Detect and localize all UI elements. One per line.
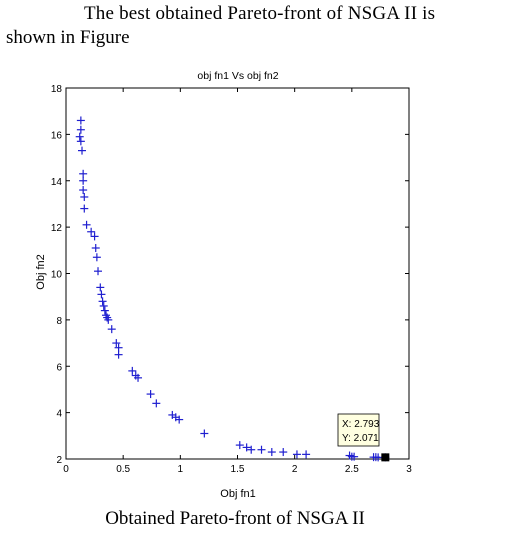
y-tick-label: 10 [51,270,63,281]
data-point [75,132,84,141]
data-point [104,315,113,324]
data-point [79,169,88,178]
figure-caption: Obtained Pareto-front of NSGA II [105,508,365,529]
data-point [99,301,108,310]
x-tick-label: 1 [178,464,184,475]
data-point [92,253,101,262]
data-point [87,227,96,236]
y-tick-label: 2 [56,455,62,466]
data-point [114,343,123,352]
data-point [292,450,301,459]
data-tip-y: Y: 2.071 [342,433,379,444]
data-point [152,399,161,408]
y-tick-label: 16 [51,130,63,141]
data-point [76,137,85,146]
data-point [114,350,123,359]
data-point [98,297,107,306]
data-point [200,429,209,438]
y-tick-label: 12 [51,223,63,234]
data-point [96,283,105,292]
data-tip-x: X: 2.793 [342,419,380,430]
data-point [279,448,288,457]
plot-border [65,87,410,460]
x-tick-label: 2 [292,464,298,475]
chart-title: obj fn1 Vs obj fn2 [197,70,278,82]
data-point [112,339,121,348]
data-point [79,176,88,185]
x-tick-label: 1.5 [231,464,245,475]
x-tick-label: 2.5 [345,464,359,475]
data-tip-box [337,413,380,447]
intro-line-1: The best obtained Pareto-front of NSGA I… [84,3,436,24]
data-markers [75,116,390,462]
data-point [350,452,359,461]
y-tick-label: 4 [56,409,62,420]
y-tick-label: 6 [56,362,62,373]
data-point [302,450,311,459]
data-point [90,232,99,241]
x-tick-label: 3 [406,464,412,475]
data-point [76,125,85,134]
data-point [80,192,89,201]
plot-axes-frame [65,87,410,460]
data-point [80,204,89,213]
data-point [242,443,251,452]
data-point [82,220,91,229]
y-tick-label: 18 [51,84,63,95]
y-tick-label: 8 [56,316,62,327]
data-point [79,186,88,195]
data-tip-marker[interactable] [381,453,390,462]
data-point [78,146,87,155]
data-point [267,448,276,457]
data-point [76,116,85,125]
x-tick-label: 0 [63,464,69,475]
x-tick-label: 0.5 [116,464,130,475]
data-point [247,445,256,454]
data-point [91,243,100,252]
data-point [235,441,244,450]
data-point [146,390,155,399]
intro-paragraph: The best obtained Pareto-front of NSGA I… [6,2,512,50]
data-tip[interactable]: X: 2.793 Y: 2.071 [337,413,390,462]
data-point [374,453,383,462]
y-axis-label: Obj fn2 [35,254,47,289]
data-point [134,373,143,382]
x-axis-label: Obj fn1 [220,488,255,500]
intro-line-2: shown in Figure [6,27,130,48]
y-tick-label: 14 [51,177,63,188]
axis-ticks: 0 0.5 1 1.5 2 2.5 3 2 4 6 8 10 12 14 16 18 [51,84,412,475]
data-point [94,267,103,276]
data-point [175,415,184,424]
data-point [97,290,106,299]
data-point [257,445,266,454]
data-point [100,306,109,315]
data-point [128,366,137,375]
data-point [107,325,116,334]
